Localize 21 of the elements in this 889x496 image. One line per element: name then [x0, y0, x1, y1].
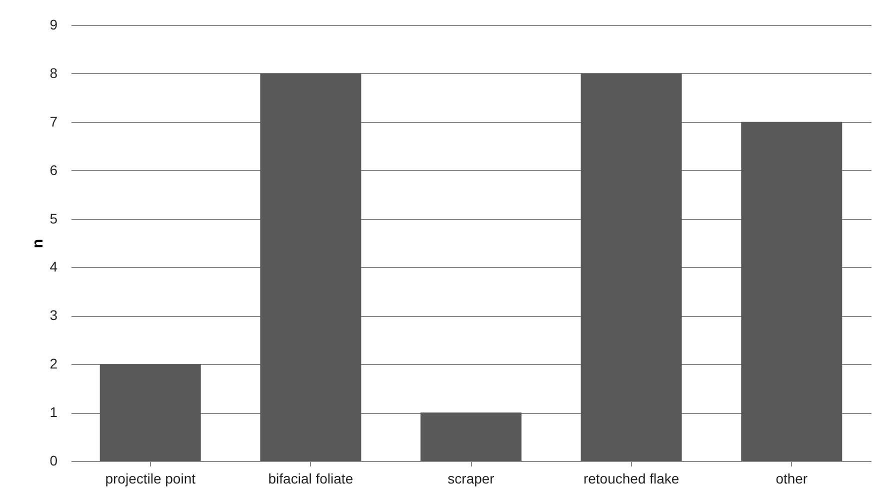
- y-axis-title: n: [30, 238, 47, 248]
- y-tick-label: 0: [50, 452, 58, 468]
- x-tick-label: bifacial foliate: [268, 470, 354, 486]
- x-tick-label: other: [776, 470, 808, 486]
- y-tick-label: 5: [50, 210, 58, 226]
- x-tick-label: retouched flake: [583, 470, 680, 486]
- y-tick-label: 1: [50, 404, 58, 420]
- bar: [741, 122, 842, 461]
- y-tick-label: 3: [50, 307, 58, 324]
- bar: [580, 73, 682, 461]
- bar: [420, 412, 522, 461]
- bar: [100, 364, 201, 461]
- x-tick-label: projectile point: [105, 470, 196, 486]
- y-tick-label: 6: [50, 162, 58, 178]
- y-tick-label: 2: [50, 356, 58, 372]
- bar: [260, 73, 362, 461]
- y-tick-label: 9: [50, 16, 58, 32]
- y-tick-label: 4: [50, 258, 58, 275]
- x-tick-label: scraper: [448, 470, 495, 486]
- y-tick-label: 7: [50, 113, 58, 130]
- y-tick-label: 8: [50, 64, 58, 81]
